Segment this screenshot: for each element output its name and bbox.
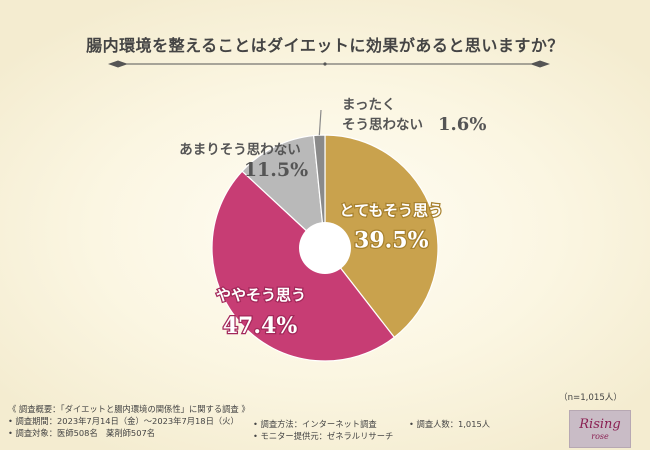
pie-slice-0 (324, 134, 439, 339)
slice-value-1: 47.4% (223, 313, 298, 339)
slice-value-2: 11.5% (244, 159, 308, 181)
survey-subjects: • 調査対象：医師508名 薬剤師507名 (8, 428, 156, 438)
chart-title: 腸内環境を整えることはダイエットに効果があると思いますか？ (86, 36, 564, 55)
slice-value-0: 39.5% (354, 227, 429, 253)
leader-line-3 (318, 109, 322, 136)
pie-slice-2 (241, 134, 326, 250)
pie-slice-1 (211, 170, 396, 362)
slice-label-3a: まったく (342, 97, 395, 113)
slice-label-0: とてもそう思う (340, 201, 444, 219)
logo-sub-text: rose (591, 432, 609, 441)
rising-rose-logo: Rising rose (569, 410, 631, 448)
sample-size: （n=1,015人） (558, 393, 622, 403)
survey-period: • 調査期間：2023年7月14日（金）〜2023年7月18日（火） (8, 416, 239, 426)
pie-slice-3 (313, 134, 326, 249)
survey-method: • 調査方法：インターネット調査 (253, 419, 377, 429)
survey-monitor: • モニター提供元：ゼネラルリサーチ (253, 431, 394, 441)
slice-value-3: 1.6% (438, 114, 486, 135)
survey-overview: 《 調査概要：「ダイエットと腸内環境の関係性」に関する調査 》 (8, 404, 250, 414)
title-underline (108, 60, 550, 68)
donut-hole (299, 222, 351, 274)
slice-label-1: ややそう思う (216, 286, 306, 304)
logo-main-text: Rising (579, 417, 621, 432)
slice-label-3b: そう思わない (342, 117, 423, 133)
survey-count: • 調査人数：1,015人 (409, 419, 491, 429)
slice-label-2: あまりそう思わない (179, 142, 301, 158)
